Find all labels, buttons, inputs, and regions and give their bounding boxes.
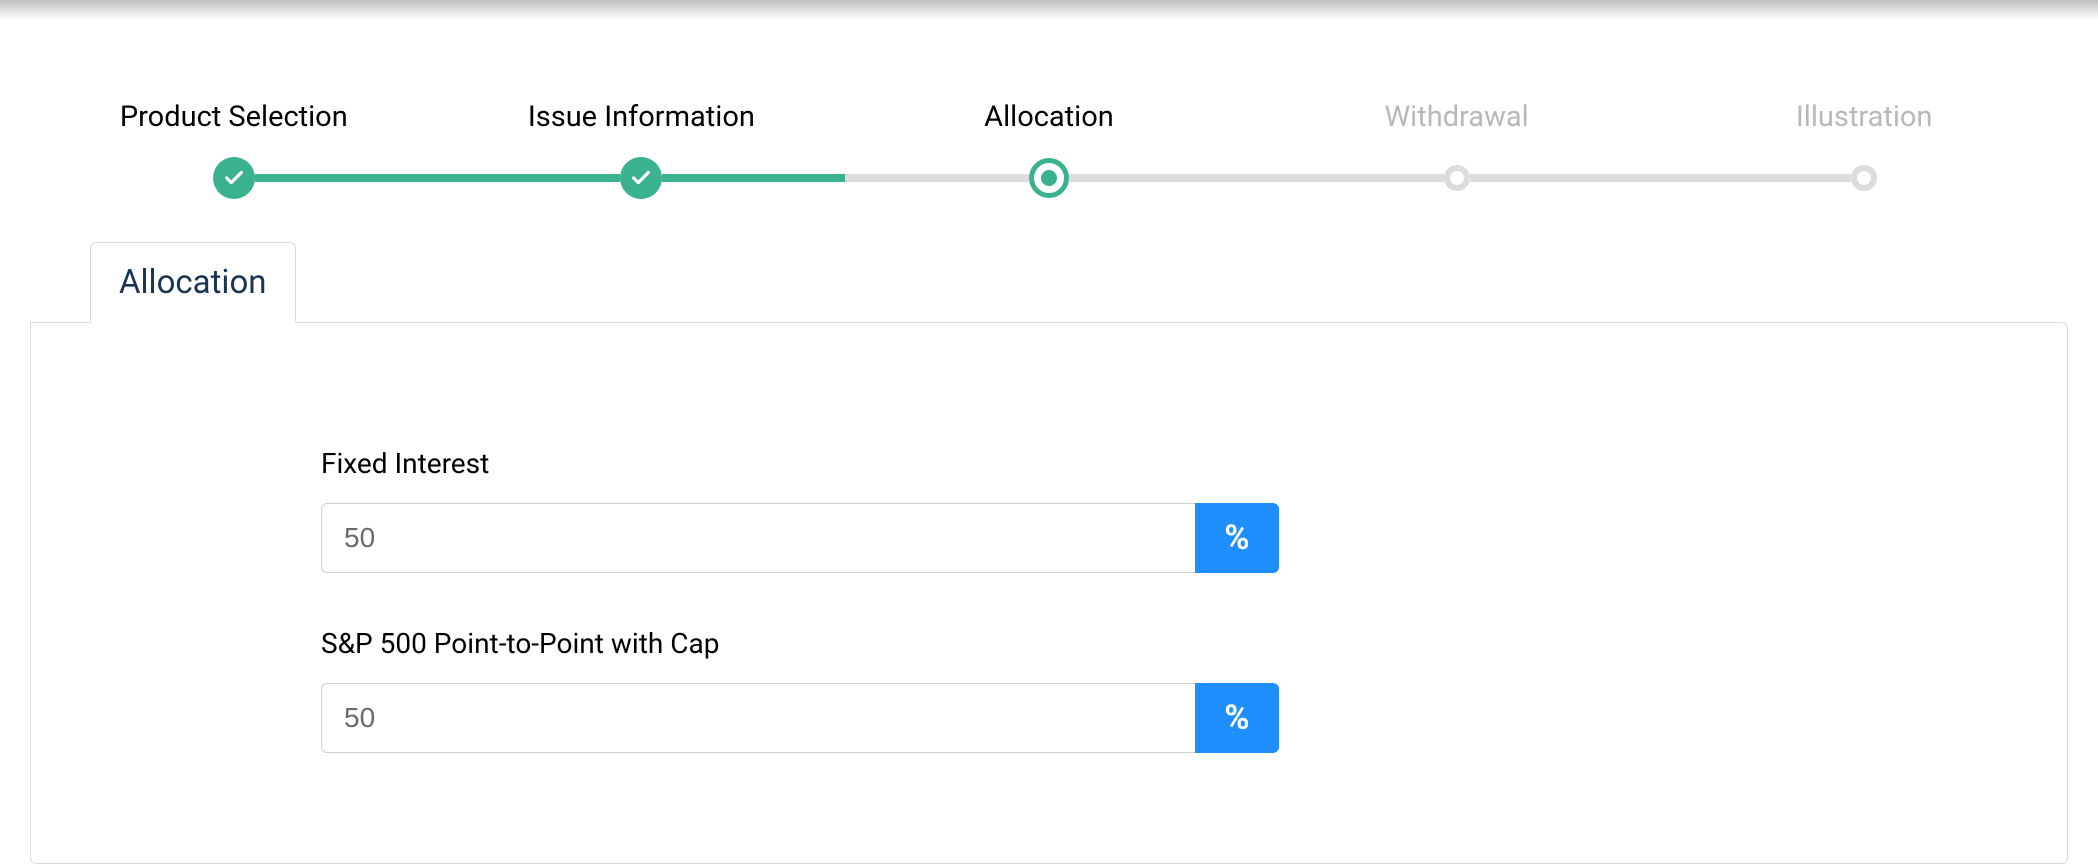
check-icon bbox=[223, 167, 245, 189]
step-label: Withdrawal bbox=[1253, 100, 1661, 134]
percent-addon: % bbox=[1195, 683, 1279, 753]
step-label: Allocation bbox=[845, 100, 1253, 134]
field-sp500: S&P 500 Point-to-Point with Cap % bbox=[321, 623, 2067, 753]
step-allocation[interactable]: Allocation bbox=[845, 100, 1253, 182]
step-marker-completed bbox=[620, 157, 662, 199]
step-marker-current bbox=[1029, 158, 1069, 198]
step-product-selection[interactable]: Product Selection bbox=[30, 100, 438, 182]
field-fixed-interest: Fixed Interest % bbox=[321, 443, 2067, 573]
percent-icon: % bbox=[1224, 518, 1249, 558]
step-track bbox=[1660, 174, 2068, 182]
step-line bbox=[845, 174, 1029, 182]
step-track bbox=[1253, 174, 1661, 182]
step-line bbox=[1877, 174, 2068, 182]
step-line bbox=[1470, 174, 1661, 182]
step-line bbox=[662, 174, 845, 182]
panel-body: Fixed Interest % S&P 500 Point-to-Point … bbox=[30, 322, 2068, 864]
step-illustration[interactable]: Illustration bbox=[1660, 100, 2068, 182]
check-icon bbox=[630, 167, 652, 189]
field-label: Fixed Interest bbox=[321, 443, 841, 485]
step-track bbox=[438, 174, 846, 182]
field-label: S&P 500 Point-to-Point with Cap bbox=[321, 623, 841, 665]
step-withdrawal[interactable]: Withdrawal bbox=[1253, 100, 1661, 182]
fixed-interest-input[interactable] bbox=[321, 503, 1195, 573]
step-marker-pending bbox=[1444, 165, 1470, 191]
input-row: % bbox=[321, 683, 1279, 753]
step-label: Issue Information bbox=[438, 100, 846, 134]
step-marker-completed bbox=[213, 157, 255, 199]
percent-addon: % bbox=[1195, 503, 1279, 573]
step-line bbox=[1660, 174, 1851, 182]
sp500-input[interactable] bbox=[321, 683, 1195, 753]
step-track bbox=[30, 174, 438, 182]
step-label: Product Selection bbox=[30, 100, 438, 134]
step-line bbox=[1069, 174, 1253, 182]
content-panel: Allocation Fixed Interest % S&P 500 Poin… bbox=[30, 242, 2068, 864]
progress-stepper: Product Selection Issue Information Allo… bbox=[0, 0, 2098, 182]
step-line bbox=[1253, 174, 1444, 182]
input-row: % bbox=[321, 503, 1279, 573]
step-line bbox=[255, 174, 438, 182]
step-track bbox=[845, 174, 1253, 182]
tab-allocation[interactable]: Allocation bbox=[90, 242, 296, 323]
step-line bbox=[438, 174, 621, 182]
step-label: Illustration bbox=[1660, 100, 2068, 134]
step-line bbox=[30, 174, 213, 182]
percent-icon: % bbox=[1224, 698, 1249, 738]
step-issue-information[interactable]: Issue Information bbox=[438, 100, 846, 182]
step-marker-pending bbox=[1851, 165, 1877, 191]
